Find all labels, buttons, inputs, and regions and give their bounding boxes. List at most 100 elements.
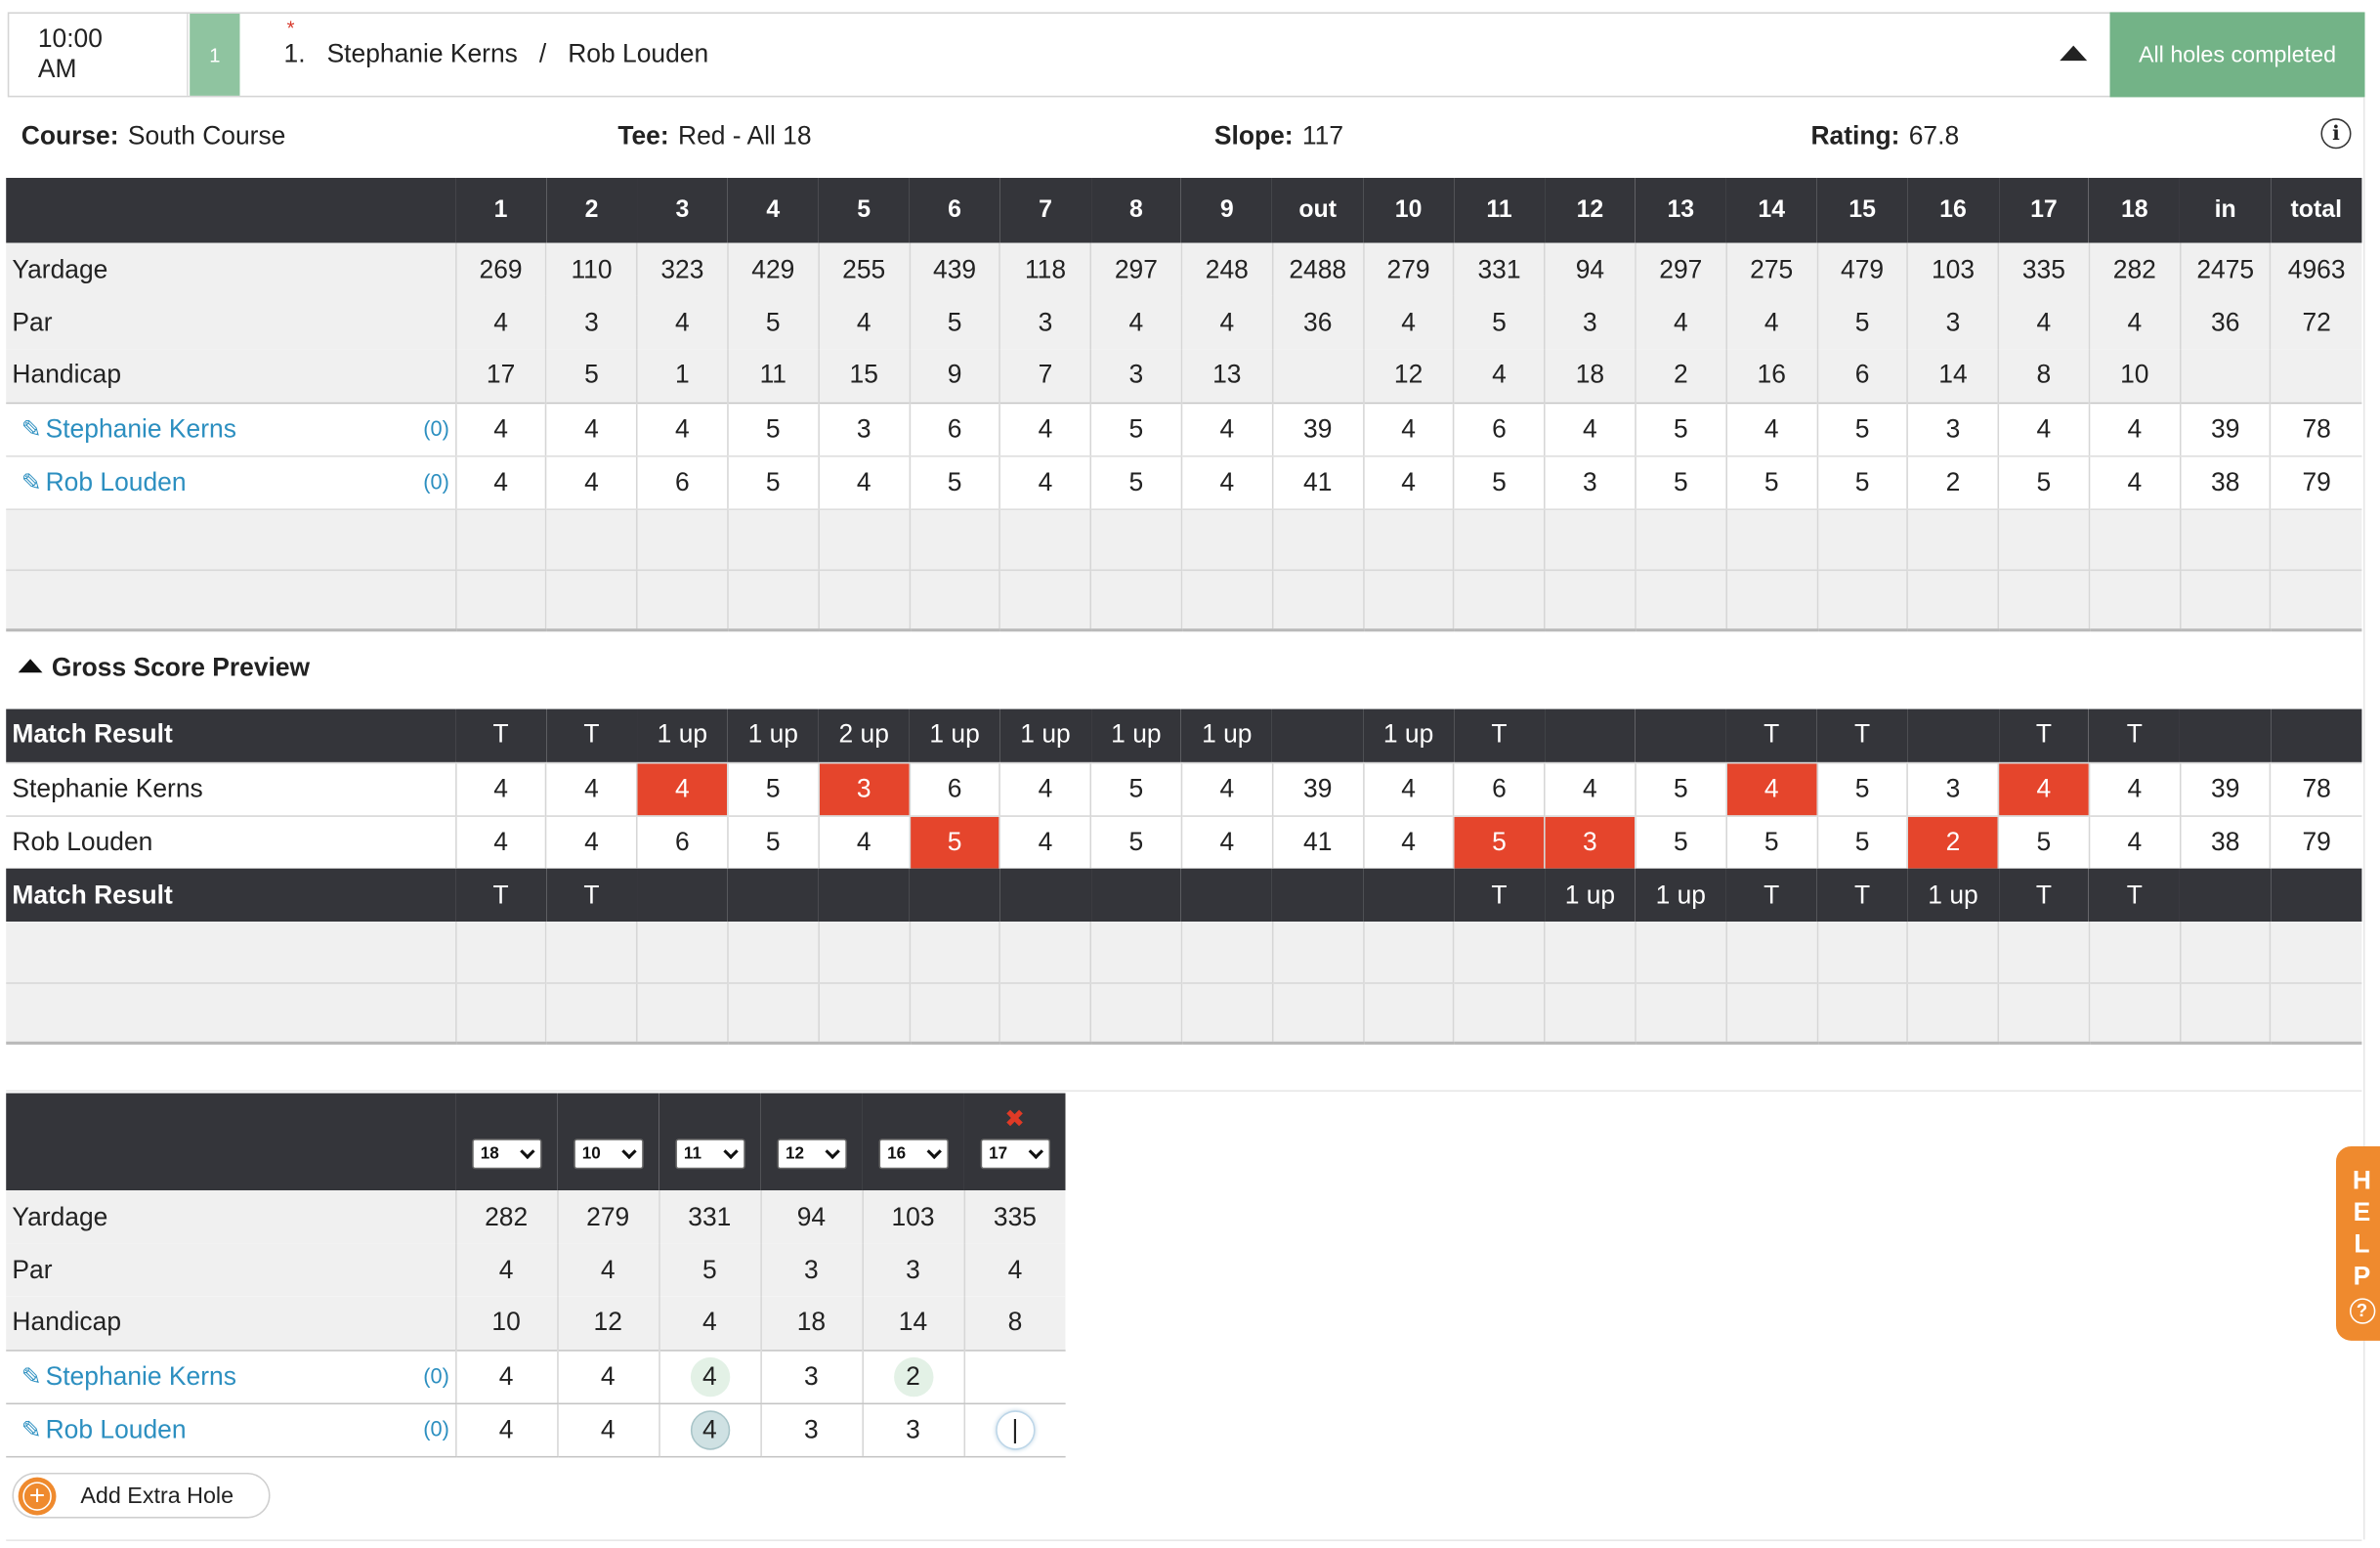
score-cell[interactable]: 4 [636, 401, 728, 456]
header-spacer [6, 1094, 455, 1190]
score-input-cell[interactable]: 4 [556, 1402, 659, 1457]
empty-cell [908, 922, 1000, 983]
score-cell[interactable]: 38 [2179, 455, 2272, 510]
score-cell[interactable]: 79 [2270, 455, 2362, 510]
score-cell[interactable]: 2 [1906, 455, 1999, 510]
hole-select[interactable]: 10 [573, 1139, 643, 1170]
score-cell[interactable]: 4 [999, 455, 1091, 510]
player-edit-link[interactable]: ✎ Stephanie Kerns (0) [12, 1361, 449, 1392]
score-input-cell[interactable]: 3 [759, 1349, 863, 1404]
score-input-cell[interactable]: 2 [861, 1349, 964, 1404]
cell: 118 [999, 242, 1091, 296]
player-name: Rob Louden [45, 1414, 187, 1443]
add-extra-hole-button[interactable]: + Add Extra Hole [12, 1472, 271, 1519]
hole-header: 17 [2030, 196, 2058, 223]
score-cell[interactable]: 78 [2270, 401, 2362, 456]
score-input-cell[interactable] [962, 1349, 1066, 1404]
cell: 4 [1724, 295, 1817, 350]
score-cell[interactable]: 4 [545, 401, 637, 456]
score-cell[interactable]: 5 [1635, 401, 1726, 456]
score-cell[interactable]: 5 [1997, 455, 2090, 510]
player-name-cell[interactable]: ✎ Rob Louden (0) [6, 1402, 456, 1457]
player-edit-link[interactable]: ✎ Rob Louden (0) [12, 466, 449, 497]
empty-cell [1089, 569, 1182, 632]
player-name-cell[interactable]: ✎ Rob Louden (0) [6, 455, 456, 510]
score-cell[interactable]: 4 [1180, 401, 1273, 456]
score-cell[interactable]: 5 [908, 455, 1000, 510]
player-name-cell[interactable]: ✎ Stephanie Kerns (0) [6, 1349, 456, 1404]
score-cell[interactable]: 4 [545, 455, 637, 510]
score-input-cell[interactable]: | [962, 1402, 1066, 1457]
score-value: 4 [600, 1414, 616, 1443]
score-cell[interactable]: 6 [908, 401, 1000, 456]
empty-cell [454, 508, 547, 571]
remove-hole-icon[interactable]: ✖ [1004, 1106, 1025, 1133]
score-cell[interactable]: 4 [817, 455, 910, 510]
score-input-cell[interactable]: 4 [454, 1402, 558, 1457]
gross-score-cell: 6 [908, 761, 1000, 816]
score-cell[interactable]: 4 [1724, 401, 1817, 456]
score-cell[interactable]: 4 [1180, 455, 1273, 510]
score-input-cell[interactable]: 3 [861, 1402, 964, 1457]
score-cell[interactable]: 5 [727, 455, 819, 510]
match-result-cell [818, 868, 910, 923]
help-letter: P [2353, 1262, 2371, 1291]
hole-select[interactable]: 18 [471, 1139, 541, 1170]
player-edit-link[interactable]: ✎ Stephanie Kerns (0) [12, 413, 449, 444]
empty-cell [6, 569, 456, 632]
hole-select[interactable]: 12 [776, 1139, 847, 1170]
hole-select-cell: ✖ 17 [964, 1094, 1066, 1190]
score-input[interactable]: | [995, 1409, 1036, 1449]
score-cell[interactable]: 4 [1997, 401, 2090, 456]
gross-score-preview-toggle[interactable]: Gross Score Preview [18, 653, 310, 683]
empty-cell [1815, 569, 1908, 632]
hole-select[interactable]: 16 [877, 1139, 949, 1170]
score-cell[interactable]: 3 [817, 401, 910, 456]
player-edit-link[interactable]: ✎ Rob Louden (0) [12, 1414, 449, 1444]
hole-select[interactable]: 11 [674, 1139, 745, 1170]
player-name-cell[interactable]: ✎ Stephanie Kerns (0) [6, 401, 456, 456]
score-input-cell[interactable]: 4 [556, 1349, 659, 1404]
score-input-cell[interactable]: 4 [658, 1349, 761, 1404]
score-input-cell[interactable]: 3 [759, 1402, 863, 1457]
score-cell[interactable]: 3 [1544, 455, 1636, 510]
score-cell[interactable]: 5 [1635, 455, 1726, 510]
empty-cell [817, 922, 910, 983]
collapse-caret-icon[interactable] [2060, 45, 2088, 62]
info-icon[interactable]: i [2320, 118, 2352, 150]
score-cell[interactable]: 4 [454, 455, 547, 510]
cell: 36 [2179, 295, 2272, 350]
score-cell[interactable]: 4 [454, 401, 547, 456]
player-name: Rob Louden [45, 466, 187, 496]
score-cell[interactable]: 4 [1362, 455, 1455, 510]
match-result-cell [1181, 868, 1273, 923]
score-cell[interactable]: 5 [1815, 401, 1908, 456]
score-input-cell[interactable]: 4 [454, 1349, 558, 1404]
score-cell[interactable]: 4 [1544, 401, 1636, 456]
score-input-cell[interactable]: 4 [658, 1402, 761, 1457]
gross-score-cell: 4 [817, 814, 910, 869]
score-cell[interactable]: 6 [636, 455, 728, 510]
score-cell[interactable]: 41 [1271, 455, 1364, 510]
score-cell[interactable]: 5 [1815, 455, 1908, 510]
score-cell[interactable]: 5 [1724, 455, 1817, 510]
score-cell[interactable]: 4 [2088, 401, 2181, 456]
hole-select-value: 17 [989, 1144, 1008, 1164]
match-result-cell [2180, 709, 2272, 762]
score-cell[interactable]: 39 [2179, 401, 2272, 456]
gross-score-cell: 5 [1815, 814, 1908, 869]
hole-select[interactable]: 17 [979, 1139, 1050, 1170]
score-cell[interactable]: 3 [1906, 401, 1999, 456]
score-cell[interactable]: 5 [1089, 455, 1182, 510]
tee-time-bar[interactable]: 10:00 AM 1 * 1. Stephanie Kerns / Rob Lo… [7, 12, 2365, 98]
help-tab[interactable]: H E L P? [2335, 1145, 2380, 1341]
score-cell[interactable]: 6 [1453, 401, 1545, 456]
score-cell[interactable]: 5 [1453, 455, 1545, 510]
score-cell[interactable]: 4 [2088, 455, 2181, 510]
score-cell[interactable]: 4 [999, 401, 1091, 456]
score-cell[interactable]: 5 [1089, 401, 1182, 456]
score-cell[interactable]: 39 [1271, 401, 1364, 456]
score-cell[interactable]: 5 [727, 401, 819, 456]
chevron-down-icon [824, 1143, 840, 1160]
score-cell[interactable]: 4 [1362, 401, 1455, 456]
